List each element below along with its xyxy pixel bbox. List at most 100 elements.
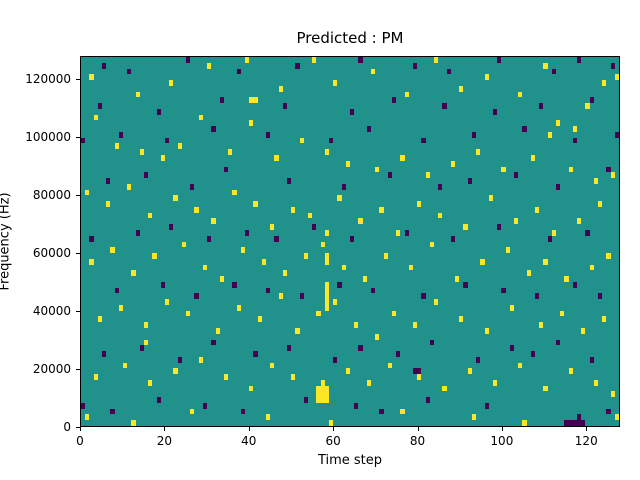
- heatmap-cell: [413, 322, 418, 328]
- heatmap-cell: [497, 224, 502, 230]
- heatmap-cell: [484, 402, 489, 409]
- heatmap-cell: [244, 57, 250, 63]
- chart-title: Predicted : PM: [296, 29, 404, 47]
- heatmap-cell: [375, 166, 380, 173]
- heatmap-cell: [186, 57, 191, 63]
- heatmap-cell: [597, 201, 603, 207]
- heatmap-cell: [118, 304, 124, 311]
- heatmap-cell: [476, 356, 481, 363]
- heatmap-cell: [572, 281, 577, 288]
- heatmap-cell: [509, 345, 514, 352]
- heatmap-cell: [471, 414, 477, 421]
- heatmap-cell: [316, 310, 321, 317]
- heatmap-cell: [429, 339, 435, 346]
- heatmap-cell: [606, 166, 611, 173]
- heatmap-cell: [160, 281, 166, 288]
- heatmap-cell: [303, 253, 308, 259]
- heatmap-cell: [244, 229, 250, 236]
- heatmap-cell: [324, 397, 329, 403]
- heatmap-cell: [547, 131, 552, 138]
- heatmap-cell: [543, 62, 548, 69]
- heatmap-cell: [320, 379, 325, 386]
- heatmap-cell: [560, 310, 565, 317]
- heatmap-cell: [257, 316, 262, 323]
- heatmap-cell: [581, 420, 586, 426]
- y-tick-mark: [76, 137, 80, 139]
- heatmap-cell: [320, 385, 325, 392]
- heatmap-cell: [354, 322, 359, 328]
- heatmap-cell: [316, 385, 321, 392]
- heatmap-cell: [564, 276, 569, 282]
- heatmap-cell: [358, 218, 363, 225]
- heatmap-cell: [89, 258, 94, 265]
- heatmap-cell: [181, 241, 187, 248]
- heatmap-cell: [169, 80, 174, 86]
- heatmap-cell: [211, 126, 216, 132]
- heatmap-cell: [144, 339, 149, 346]
- heatmap-cell: [404, 229, 409, 236]
- heatmap-cell: [551, 68, 556, 75]
- heatmap-cell: [265, 131, 271, 138]
- heatmap-cell: [375, 333, 380, 340]
- heatmap-cell: [253, 351, 258, 357]
- heatmap-cell: [240, 408, 245, 415]
- heatmap-cell: [291, 374, 296, 380]
- heatmap-cell: [282, 270, 287, 277]
- heatmap-cell: [408, 264, 414, 271]
- heatmap-cell: [127, 68, 132, 75]
- heatmap-cell: [442, 103, 447, 109]
- heatmap-cell: [610, 172, 615, 179]
- heatmap-cell: [341, 264, 346, 271]
- heatmap-cell: [337, 195, 342, 202]
- heatmap-cell: [572, 126, 577, 132]
- heatmap-cell: [513, 172, 519, 179]
- heatmap-cell: [547, 235, 552, 242]
- heatmap-cell: [509, 304, 514, 311]
- heatmap-cell: [522, 126, 527, 132]
- heatmap-cell: [501, 166, 506, 173]
- heatmap-cell: [589, 97, 594, 104]
- y-tick-label: 100000: [25, 130, 71, 145]
- heatmap-cell: [480, 258, 485, 265]
- heatmap-cell: [320, 397, 325, 403]
- x-tick-label: 100: [490, 434, 514, 448]
- x-tick-label: 40: [241, 434, 257, 448]
- heatmap-cell: [522, 420, 527, 426]
- heatmap-cell: [513, 218, 519, 225]
- heatmap-cell: [324, 304, 329, 311]
- heatmap-cell: [286, 178, 292, 184]
- heatmap-cell: [543, 258, 548, 265]
- heatmap-cell: [413, 368, 418, 375]
- heatmap-cell: [324, 258, 329, 265]
- heatmap-cell: [576, 57, 582, 63]
- heatmap-cell: [576, 414, 582, 421]
- heatmap-cell: [236, 304, 241, 311]
- heatmap-cell: [606, 253, 611, 259]
- heatmap-cell: [421, 137, 426, 144]
- heatmap-cell: [316, 391, 321, 398]
- heatmap-cell: [303, 397, 308, 403]
- x-tick-label: 80: [409, 434, 426, 448]
- heatmap-cell: [215, 327, 220, 334]
- heatmap-cell: [278, 85, 283, 92]
- heatmap-cell: [165, 299, 170, 305]
- heatmap-cell: [396, 351, 401, 357]
- y-tick-label: 0: [63, 420, 71, 434]
- x-tick-mark: [333, 427, 335, 431]
- y-tick-label: 60000: [32, 246, 71, 261]
- heatmap-cell: [211, 339, 216, 346]
- heatmap-cell: [488, 195, 493, 202]
- heatmap-cell: [518, 362, 523, 369]
- heatmap-cell: [169, 224, 174, 230]
- heatmap-cell: [152, 253, 157, 259]
- x-tick-label: 20: [156, 434, 173, 448]
- heatmap-cell: [127, 183, 132, 190]
- y-tick-mark: [76, 253, 80, 255]
- heatmap-cell: [471, 131, 477, 138]
- heatmap-cell: [299, 293, 304, 300]
- heatmap-cell: [400, 155, 405, 161]
- heatmap-cell: [190, 408, 195, 415]
- heatmap-cell: [232, 281, 237, 288]
- y-tick-label: 40000: [32, 304, 71, 319]
- heatmap-cell: [186, 310, 191, 317]
